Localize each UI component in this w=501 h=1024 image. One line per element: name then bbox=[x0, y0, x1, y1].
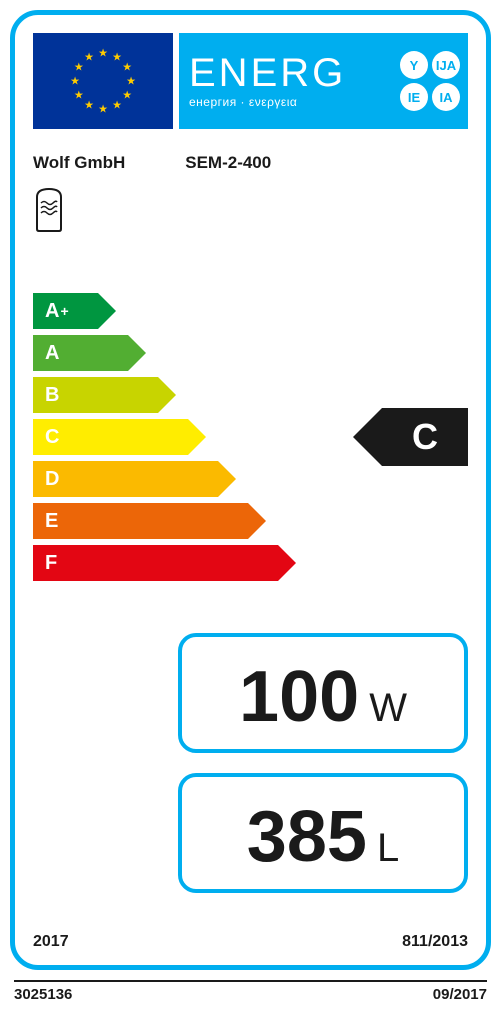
rating-letter: C bbox=[382, 408, 468, 466]
energ-block: ENERG енергия · ενεργεια YIJAIEIA bbox=[179, 33, 468, 129]
rating-arrow-tip-icon bbox=[353, 408, 382, 466]
energ-text: ENERG енергия · ενεργεια bbox=[189, 53, 346, 109]
doc-number: 3025136 bbox=[14, 986, 72, 1003]
footer-row: 2017 811/2013 bbox=[33, 933, 468, 951]
energ-title: ENERG bbox=[189, 53, 346, 93]
value-boxes: 100 W 385 L bbox=[33, 633, 468, 893]
rating-arrow: C bbox=[353, 408, 468, 466]
energ-subtitle: енергия · ενεργεια bbox=[189, 95, 346, 109]
efficiency-arrow-label: B bbox=[33, 377, 158, 413]
efficiency-arrow: A bbox=[33, 335, 146, 371]
header-band: ★★★★★★★★★★★★ ENERG енергия · ενεργεια YI… bbox=[33, 33, 468, 129]
volume-box: 385 L bbox=[178, 773, 468, 893]
efficiency-arrow: A+ bbox=[33, 293, 116, 329]
product-row: Wolf GmbH SEM-2-400 bbox=[33, 153, 468, 173]
power-unit: W bbox=[369, 686, 407, 731]
efficiency-arrow: F bbox=[33, 545, 296, 581]
eu-flag: ★★★★★★★★★★★★ bbox=[33, 33, 173, 129]
eu-stars-ring: ★★★★★★★★★★★★ bbox=[68, 46, 138, 116]
arrow-tip-icon bbox=[128, 335, 146, 371]
efficiency-arrow-label: F bbox=[33, 545, 278, 581]
arrow-tip-icon bbox=[158, 377, 176, 413]
language-badges: YIJAIEIA bbox=[400, 51, 460, 111]
arrow-tip-icon bbox=[248, 503, 266, 539]
efficiency-arrow-label: E bbox=[33, 503, 248, 539]
footer-regulation: 811/2013 bbox=[402, 933, 468, 951]
arrow-tip-icon bbox=[188, 419, 206, 455]
manufacturer-name: Wolf GmbH bbox=[33, 153, 125, 173]
lang-badge: IJA bbox=[432, 51, 460, 79]
lang-badge: IE bbox=[400, 83, 428, 111]
efficiency-arrow: B bbox=[33, 377, 176, 413]
efficiency-scale: A+ABCDEFC bbox=[33, 293, 468, 593]
efficiency-arrow-label: D bbox=[33, 461, 218, 497]
volume-value: 385 bbox=[247, 801, 367, 873]
arrow-tip-icon bbox=[278, 545, 296, 581]
volume-unit: L bbox=[377, 826, 399, 871]
efficiency-arrow: E bbox=[33, 503, 266, 539]
efficiency-arrow: D bbox=[33, 461, 236, 497]
power-value: 100 bbox=[239, 661, 359, 733]
footer-year: 2017 bbox=[33, 933, 69, 951]
water-heater-icon bbox=[33, 187, 468, 238]
efficiency-arrow-label: A bbox=[33, 335, 128, 371]
model-code: SEM-2-400 bbox=[185, 153, 271, 173]
below-label-row: 3025136 09/2017 bbox=[14, 980, 487, 1003]
efficiency-arrow-label: A+ bbox=[33, 293, 98, 329]
efficiency-arrow: C bbox=[33, 419, 206, 455]
lang-badge: IA bbox=[432, 83, 460, 111]
energy-label-frame: ★★★★★★★★★★★★ ENERG енергия · ενεργεια YI… bbox=[10, 10, 491, 970]
arrow-tip-icon bbox=[98, 293, 116, 329]
power-box: 100 W bbox=[178, 633, 468, 753]
efficiency-arrow-label: C bbox=[33, 419, 188, 455]
lang-badge: Y bbox=[400, 51, 428, 79]
arrow-tip-icon bbox=[218, 461, 236, 497]
doc-date: 09/2017 bbox=[433, 986, 487, 1003]
